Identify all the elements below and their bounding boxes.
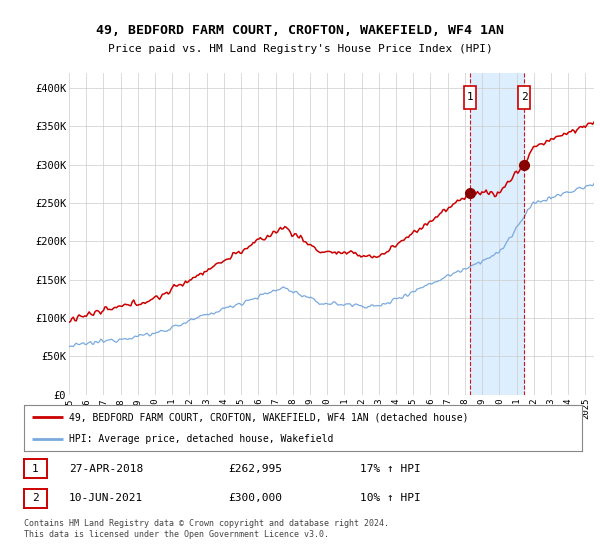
FancyBboxPatch shape: [464, 86, 476, 109]
Text: Price paid vs. HM Land Registry's House Price Index (HPI): Price paid vs. HM Land Registry's House …: [107, 44, 493, 54]
Text: 49, BEDFORD FARM COURT, CROFTON, WAKEFIELD, WF4 1AN: 49, BEDFORD FARM COURT, CROFTON, WAKEFIE…: [96, 24, 504, 38]
Text: 49, BEDFORD FARM COURT, CROFTON, WAKEFIELD, WF4 1AN (detached house): 49, BEDFORD FARM COURT, CROFTON, WAKEFIE…: [68, 412, 468, 422]
FancyBboxPatch shape: [518, 86, 530, 109]
Text: HPI: Average price, detached house, Wakefield: HPI: Average price, detached house, Wake…: [68, 435, 333, 444]
Text: 10-JUN-2021: 10-JUN-2021: [69, 493, 143, 503]
Text: Contains HM Land Registry data © Crown copyright and database right 2024.
This d: Contains HM Land Registry data © Crown c…: [24, 520, 389, 539]
Text: 27-APR-2018: 27-APR-2018: [69, 464, 143, 474]
Text: 10% ↑ HPI: 10% ↑ HPI: [360, 493, 421, 503]
Text: 17% ↑ HPI: 17% ↑ HPI: [360, 464, 421, 474]
Text: 1: 1: [467, 92, 474, 102]
Text: £300,000: £300,000: [228, 493, 282, 503]
Text: £262,995: £262,995: [228, 464, 282, 474]
Text: 1: 1: [32, 464, 39, 474]
Text: 2: 2: [32, 493, 39, 503]
Bar: [470, 73, 524, 395]
Text: 2: 2: [521, 92, 527, 102]
